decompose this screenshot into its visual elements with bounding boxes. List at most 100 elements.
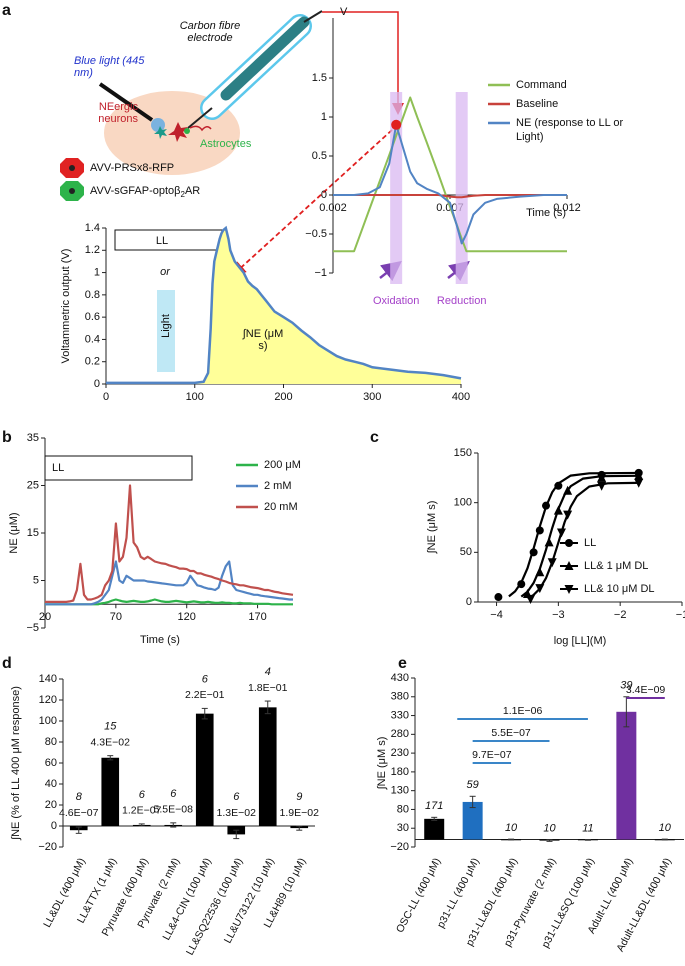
- x-tick-label: 0: [103, 391, 109, 403]
- y-axis-label: V: [340, 6, 348, 18]
- annotation: Oxidation: [373, 295, 419, 307]
- p-value-label: 1.3E−02: [217, 807, 257, 819]
- y-axis-label: NE (μM): [8, 512, 20, 553]
- axon: [189, 125, 212, 132]
- y-tick-label: 0.2: [85, 356, 100, 368]
- p-value-label: 1.9E−02: [280, 807, 320, 819]
- line: [333, 194, 567, 199]
- y-tick-label: 0: [51, 820, 57, 832]
- point: [597, 472, 607, 482]
- y-tick-label: 130: [391, 785, 409, 797]
- panel-label: a: [2, 2, 11, 19]
- legend-label: Command: [516, 79, 567, 91]
- link-arrow: [231, 129, 393, 277]
- vector-icon: [69, 188, 75, 194]
- annotation: LL: [52, 462, 64, 474]
- astrocyte: [184, 128, 190, 134]
- point: [544, 537, 554, 547]
- n-label: 8: [76, 791, 83, 803]
- point: [563, 510, 573, 520]
- legend-label-box: Baseline: [516, 98, 558, 110]
- y-tick-label: 0.4: [85, 333, 100, 345]
- legend-label: LL& 10 μM DL: [584, 583, 655, 595]
- n-label: 10: [543, 822, 556, 834]
- bar: [101, 757, 120, 826]
- bar: [195, 713, 214, 826]
- panel-label: d: [2, 655, 12, 672]
- x-tick-label: −4: [490, 609, 503, 621]
- x-tick-label: 0.002: [319, 202, 347, 214]
- vector-label: AVV-PRSx8-RFP: [90, 162, 174, 174]
- y-tick-label: 0.6: [85, 311, 100, 323]
- legend-label: LL: [584, 537, 596, 549]
- y-tick-label: 380: [391, 691, 409, 703]
- fit-line: [508, 471, 639, 598]
- comparison-label: 9.7E−07: [472, 749, 512, 761]
- bar: [258, 707, 277, 826]
- astrocyte: [154, 126, 167, 139]
- annotation: Light: [160, 314, 172, 338]
- y-tick-label: −1: [314, 267, 327, 279]
- y-tick-label: 20: [45, 799, 57, 811]
- p-value-label: 1.8E−01: [248, 682, 288, 694]
- label-box: Blue light (445 nm): [74, 55, 144, 79]
- n-label: 6: [233, 791, 240, 803]
- electrode-core: [220, 16, 310, 101]
- y-tick-label: −20: [38, 841, 57, 853]
- legend-label: LL& 1 μM DL: [584, 560, 648, 572]
- astrocytes-label: Astrocytes: [200, 138, 252, 150]
- annotation: Reduction: [437, 295, 487, 307]
- y-tick-label: 280: [391, 728, 409, 740]
- n-label: 6: [202, 673, 209, 685]
- p-value-label: 4.6E−07: [59, 807, 99, 819]
- point: [556, 528, 566, 538]
- n-label: 6: [139, 789, 146, 801]
- y-tick-label: 1: [94, 266, 100, 278]
- vector-label: AVV-sGFAP-optoβ2AR: [90, 185, 200, 199]
- neuron: [168, 122, 188, 142]
- label-box: Carbon fibre electrode: [179, 20, 241, 44]
- point: [535, 567, 545, 577]
- y-tick-label: 1.2: [85, 244, 100, 256]
- n-label: 15: [104, 721, 117, 733]
- fit-line: [520, 474, 639, 598]
- point: [529, 548, 538, 557]
- y-tick-label: 100: [39, 715, 57, 727]
- legend-marker: [564, 561, 574, 570]
- legend-label-box: NE (response to LL or Light): [516, 117, 624, 143]
- legend-label-box: Command: [516, 79, 567, 91]
- p-value-label: 5.5E−08: [154, 804, 194, 816]
- point: [494, 593, 503, 602]
- electrode-tip: [187, 107, 213, 129]
- annotation: or: [160, 266, 171, 278]
- y-tick-label: 0.5: [312, 150, 327, 162]
- vector-label-part: AR: [185, 185, 200, 197]
- electrode-label: Carbon fibre electrode: [179, 20, 241, 44]
- x-tick-label: 400: [452, 391, 470, 403]
- legend-label: NE (response to LL or Light): [516, 117, 624, 143]
- point: [634, 470, 644, 480]
- x-tick-label: 70: [110, 611, 122, 623]
- y-tick-label: 50: [460, 546, 472, 558]
- annotation-box: ∫NE (μM s): [243, 328, 284, 352]
- x-tick-label: 300: [363, 391, 381, 403]
- legend-label-box: 20 mM: [264, 501, 298, 513]
- stimulus-box: [114, 229, 223, 251]
- legend-marker: [565, 539, 573, 547]
- x-tick-label: 20: [39, 611, 51, 623]
- point: [542, 501, 550, 510]
- y-tick-label: 230: [391, 747, 409, 759]
- point: [563, 485, 573, 495]
- x-tick-label: 200: [274, 391, 292, 403]
- bar: [424, 818, 445, 840]
- point: [517, 580, 526, 589]
- y-tick-label: 80: [397, 803, 409, 815]
- y-axis-label: ∫NE (μM s): [426, 501, 438, 555]
- legend-label: 200 μM: [264, 459, 301, 471]
- label-box: NEergic neurons: [98, 101, 138, 125]
- n-label: 9: [296, 791, 302, 803]
- x-tick-label: 120: [178, 611, 196, 623]
- y-tick-label: 5: [33, 574, 39, 586]
- signal-arrow: [322, 11, 404, 115]
- point: [535, 526, 544, 535]
